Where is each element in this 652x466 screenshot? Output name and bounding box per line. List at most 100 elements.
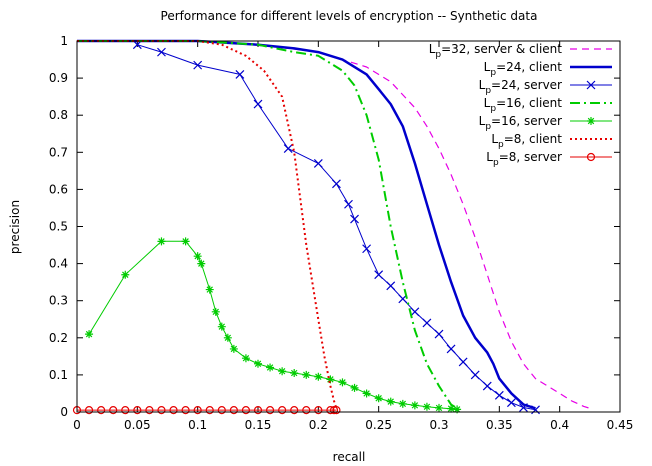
legend-label: Lp=16, client bbox=[484, 96, 563, 114]
series-2 bbox=[132, 40, 540, 415]
data-point-star-marker bbox=[410, 401, 419, 410]
series-line bbox=[77, 40, 458, 410]
series-1 bbox=[77, 39, 536, 410]
data-point-x-marker bbox=[283, 144, 293, 154]
legend-label: Lp=24, client bbox=[484, 60, 563, 78]
data-point-x-marker bbox=[313, 159, 323, 168]
data-point-star-marker bbox=[278, 367, 287, 376]
data-point-x-marker bbox=[519, 403, 528, 412]
y-axis-label: precision bbox=[8, 200, 22, 254]
data-point-star-marker bbox=[217, 322, 226, 331]
series-5 bbox=[77, 40, 338, 409]
data-point-circle-marker bbox=[217, 406, 226, 415]
series-line bbox=[88, 240, 458, 410]
data-point-x-marker bbox=[157, 47, 166, 57]
legend-label: Lp=8, client bbox=[491, 132, 562, 150]
data-point-star-marker bbox=[121, 270, 130, 279]
data-point-x-marker bbox=[193, 60, 203, 70]
x-tick-label: 0.4 bbox=[550, 418, 569, 432]
data-point-star-marker bbox=[374, 394, 383, 403]
data-point-star-marker bbox=[386, 397, 395, 406]
data-point-x-marker bbox=[344, 199, 353, 209]
data-point-circle-marker bbox=[133, 406, 142, 415]
y-tick-label: 0.3 bbox=[49, 294, 68, 308]
data-point-star-marker bbox=[314, 372, 323, 381]
data-point-circle-marker bbox=[97, 406, 106, 415]
data-point-x-marker bbox=[253, 99, 263, 109]
data-point-star-marker bbox=[447, 404, 456, 413]
data-point-star-marker bbox=[453, 405, 462, 414]
data-point-star-marker bbox=[229, 344, 238, 353]
data-point-circle-marker bbox=[145, 406, 154, 415]
data-point-x-marker bbox=[132, 40, 142, 50]
data-point-circle-marker bbox=[169, 406, 178, 415]
data-point-star-marker bbox=[254, 359, 262, 368]
data-point-circle-marker bbox=[205, 406, 214, 415]
data-point-x-marker bbox=[350, 214, 359, 224]
y-tick-label: 0.5 bbox=[49, 220, 68, 234]
data-point-x-marker bbox=[494, 390, 504, 400]
x-tick-label: 0.35 bbox=[486, 418, 513, 432]
data-point-circle-marker bbox=[302, 406, 311, 415]
data-point-circle-marker bbox=[181, 406, 190, 415]
data-point-x-marker bbox=[586, 80, 596, 90]
data-point-circle-marker bbox=[290, 406, 299, 415]
data-point-circle-marker bbox=[326, 406, 335, 415]
data-point-star-marker bbox=[181, 237, 190, 246]
data-point-circle-marker bbox=[109, 406, 118, 415]
y-tick-label: 0.1 bbox=[49, 368, 68, 382]
data-point-circle-marker bbox=[241, 406, 251, 415]
data-point-circle-marker bbox=[332, 406, 341, 415]
x-tick-label: 0.3 bbox=[429, 418, 448, 432]
data-point-x-marker bbox=[470, 370, 480, 380]
legend-label: Lp=24, server bbox=[479, 78, 562, 96]
x-tick-label: 0.05 bbox=[124, 418, 151, 432]
legend-label: Lp=16, server bbox=[479, 114, 562, 132]
data-point-star-marker bbox=[211, 307, 220, 316]
data-point-star-marker bbox=[290, 369, 299, 378]
data-point-x-marker bbox=[332, 179, 341, 189]
tick-layer: 0 0.05 0.1 0.15 0.2 0.25 0.3 0.35 0.4 0.45 0 0.1 0.2… bbox=[49, 34, 633, 432]
data-point-x-marker bbox=[235, 69, 245, 79]
data-point-star-marker bbox=[362, 389, 371, 398]
data-point-circle-marker bbox=[278, 406, 287, 415]
data-point-circle-marker bbox=[84, 406, 94, 415]
data-point-circle-marker bbox=[157, 406, 166, 415]
data-point-star-marker bbox=[398, 399, 407, 408]
data-point-star-marker bbox=[85, 330, 94, 339]
x-tick-label: 0.25 bbox=[365, 418, 392, 432]
series-3 bbox=[77, 40, 458, 410]
data-point-circle-marker bbox=[121, 406, 130, 415]
x-tick-label: 0.45 bbox=[607, 418, 634, 432]
data-point-circle-marker bbox=[253, 406, 263, 415]
data-point-star-marker bbox=[197, 259, 206, 268]
series-line bbox=[77, 40, 338, 409]
data-point-circle-marker bbox=[229, 406, 238, 415]
data-point-x-marker bbox=[374, 270, 384, 280]
data-point-x-marker bbox=[386, 281, 396, 291]
series-4 bbox=[85, 237, 462, 414]
legend-label: Lp=32, server & client bbox=[429, 42, 563, 60]
data-point-circle-marker bbox=[314, 406, 323, 415]
data-point-circle-marker bbox=[265, 406, 275, 415]
data-point-star-marker bbox=[422, 402, 431, 411]
data-point-star-marker bbox=[205, 285, 214, 294]
data-point-star-marker bbox=[302, 370, 311, 379]
data-point-x-marker bbox=[422, 318, 432, 328]
y-tick-label: 1 bbox=[60, 34, 68, 48]
data-point-star-marker bbox=[338, 378, 347, 387]
series-line bbox=[137, 44, 536, 411]
series-layer bbox=[72, 39, 590, 415]
y-tick-label: 0.8 bbox=[49, 108, 68, 122]
x-tick-label: 0.15 bbox=[245, 418, 272, 432]
legend-label: Lp=8, server bbox=[486, 150, 562, 168]
y-tick-label: 0 bbox=[60, 405, 68, 419]
data-point-star-marker bbox=[266, 363, 275, 372]
y-tick-label: 0.9 bbox=[49, 71, 68, 85]
x-tick-label: 0.2 bbox=[309, 418, 328, 432]
data-point-x-marker bbox=[482, 381, 492, 391]
chart-title: Performance for different levels of encr… bbox=[161, 9, 538, 23]
data-point-star-marker bbox=[326, 375, 335, 384]
